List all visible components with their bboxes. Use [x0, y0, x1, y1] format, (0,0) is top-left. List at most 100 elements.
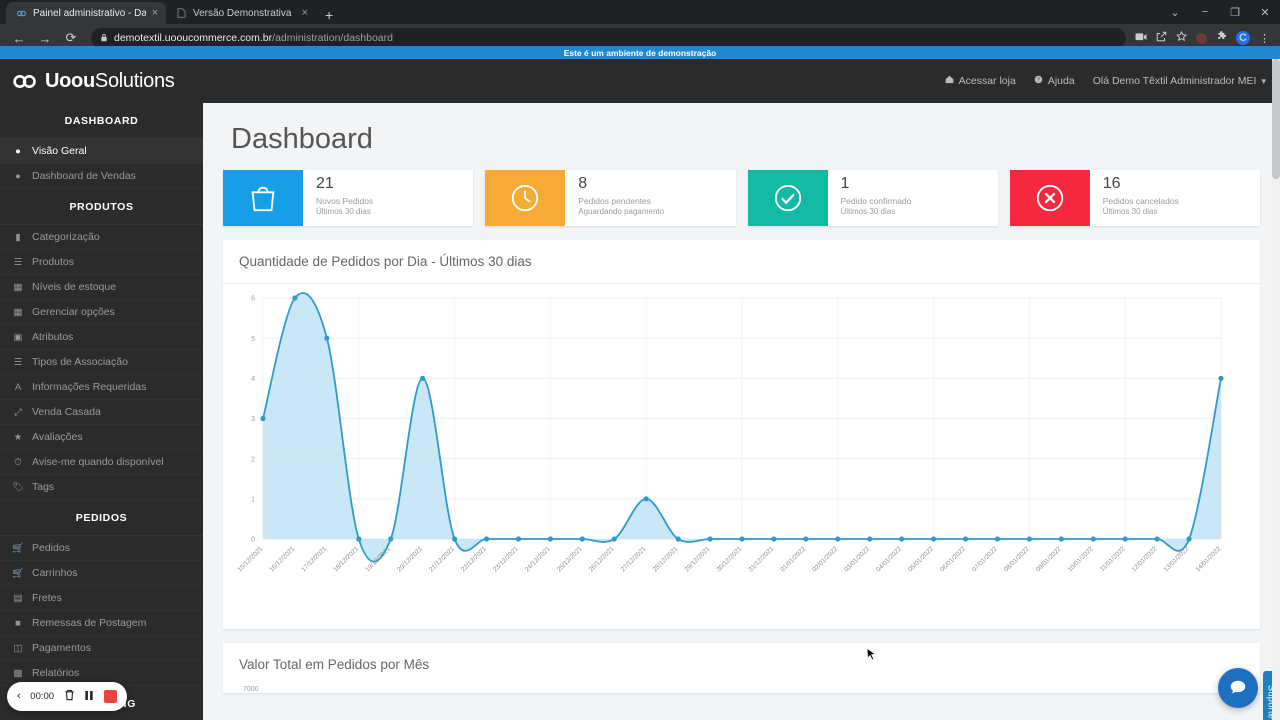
- chart-point[interactable]: [356, 536, 362, 542]
- chart-point[interactable]: [994, 536, 1001, 542]
- chart-point[interactable]: [292, 295, 298, 301]
- chart-point[interactable]: [1186, 536, 1192, 542]
- chart-point[interactable]: [835, 536, 841, 542]
- maximize-icon[interactable]: ❐: [1230, 6, 1240, 19]
- chart-point[interactable]: [420, 375, 426, 381]
- new-tab-button[interactable]: +: [325, 7, 334, 23]
- chart-point[interactable]: [771, 536, 777, 542]
- chart-point[interactable]: [579, 536, 585, 542]
- chart-point[interactable]: [707, 536, 713, 542]
- tab-close-icon[interactable]: ×: [301, 6, 308, 19]
- bookmark-star-icon[interactable]: [1176, 30, 1187, 45]
- sidebar-item-avise-me[interactable]: ⏱ Avise-me quando disponível: [0, 450, 203, 475]
- sidebar-item-pagamentos[interactable]: ◫ Pagamentos: [0, 636, 203, 661]
- sidebar-item-venda-casada[interactable]: ⤢ Venda Casada: [0, 400, 203, 425]
- chart-point[interactable]: [452, 536, 458, 542]
- toolbar-icons: C ⋮: [1135, 30, 1272, 45]
- monthly-total-panel: Valor Total em Pedidos por Mês 7000: [223, 643, 1260, 693]
- chart-point[interactable]: [1090, 536, 1096, 542]
- stat-card-pedido-confirmado[interactable]: 1 Pedido confirmado Últimos 30 dias: [747, 170, 998, 226]
- browser-tab-2[interactable]: Versão Demonstrativa ×: [166, 2, 316, 24]
- sidebar-item-categorizacao[interactable]: ▮ Categorização: [0, 225, 203, 250]
- sidebar-item-label: Relatórios: [32, 667, 80, 679]
- scrollbar-thumb[interactable]: [1272, 59, 1280, 179]
- sidebar-item-remessas-postagem[interactable]: ■ Remessas de Postagem: [0, 611, 203, 636]
- sidebar-item-atributos[interactable]: ▣ Atributos: [0, 325, 203, 350]
- pause-icon[interactable]: [84, 690, 94, 704]
- tab-close-icon[interactable]: ×: [151, 6, 158, 19]
- app-logo[interactable]: UoouSolutions: [12, 70, 175, 93]
- header-link-label: Ajuda: [1047, 75, 1075, 87]
- stat-card-pedidos-pendentes[interactable]: 8 Pedidos pendentes Aguardando pagamento: [485, 170, 736, 226]
- x-axis-tick: 15/12/2021: [236, 545, 264, 573]
- chart-point[interactable]: [899, 536, 905, 542]
- y-axis-tick: 6: [251, 296, 255, 303]
- truck-icon: ▤: [13, 592, 23, 604]
- chat-bubble-icon[interactable]: [1218, 668, 1258, 708]
- chart-point[interactable]: [675, 536, 681, 542]
- sidebar-item-label: Remessas de Postagem: [32, 617, 147, 629]
- chart-point[interactable]: [515, 536, 522, 542]
- header-link-help[interactable]: ? Ajuda: [1034, 75, 1075, 87]
- chart-point[interactable]: [643, 496, 649, 502]
- tab-search-icon[interactable]: ⌄: [1170, 6, 1180, 19]
- stat-number: 21: [316, 175, 334, 192]
- support-tab-label: Suporte: [1267, 685, 1277, 719]
- media-cast-icon[interactable]: [1135, 32, 1147, 45]
- stat-card-novos-pedidos[interactable]: 21 Novos Pedidos Últimos 30 dias: [223, 170, 474, 226]
- profile-avatar[interactable]: C: [1236, 31, 1250, 45]
- chart-point[interactable]: [1218, 375, 1224, 381]
- sidebar-item-avaliacoes[interactable]: ★ Avaliações: [0, 425, 203, 450]
- chart-point[interactable]: [739, 536, 745, 542]
- chart-point[interactable]: [1026, 536, 1032, 542]
- reload-icon[interactable]: ⟳: [65, 30, 77, 45]
- stop-icon[interactable]: [103, 690, 117, 703]
- close-window-icon[interactable]: ✕: [1260, 6, 1270, 19]
- header-link-store[interactable]: Acessar loja: [945, 75, 1016, 87]
- sidebar-section-produtos: PRODUTOS: [0, 189, 203, 225]
- stat-card-pedidos-cancelados[interactable]: 16 Pedidos cancelados Últimos 30 dias: [1009, 170, 1260, 226]
- browser-tab-active[interactable]: Painel administrativo - Dashboar ×: [6, 2, 166, 24]
- chart-point[interactable]: [1154, 536, 1160, 542]
- sidebar-item-gerenciar-opcoes[interactable]: ▦ Gerenciar opções: [0, 300, 203, 325]
- sidebar-item-tipos-associacao[interactable]: ☰ Tipos de Associação: [0, 350, 203, 375]
- tab-title: Painel administrativo - Dashboar: [33, 7, 146, 19]
- sidebar-item-niveis-estoque[interactable]: ▦ Níveis de estoque: [0, 275, 203, 300]
- address-bar[interactable]: demotextil.uooucommerce.com.br/administr…: [91, 28, 1126, 48]
- extensions-puzzle-icon[interactable]: [1216, 31, 1227, 45]
- sidebar-item-dashboard-vendas[interactable]: ● Dashboard de Vendas: [0, 164, 203, 189]
- chart-point[interactable]: [962, 536, 969, 542]
- chart-point[interactable]: [1122, 536, 1128, 542]
- sidebar-item-informacoes-requeridas[interactable]: A Informações Requeridas: [0, 375, 203, 400]
- user-menu[interactable]: Olá Demo Têxtil Administrador MEI ▾: [1093, 75, 1266, 87]
- browser-menu-icon[interactable]: ⋮: [1259, 32, 1270, 45]
- chart-point[interactable]: [260, 415, 266, 422]
- chart-point[interactable]: [1058, 536, 1064, 542]
- back-icon[interactable]: ←: [12, 30, 26, 46]
- chart-point[interactable]: [803, 536, 809, 542]
- sidebar-item-fretes[interactable]: ▤ Fretes: [0, 586, 203, 611]
- x-axis-tick: 14/01/2022: [1194, 545, 1222, 573]
- chart-point[interactable]: [388, 536, 394, 542]
- orders-per-day-chart[interactable]: 0 1 2 3 4 5 6 15/12/2021 16/12/2021 17/12/2021 18/…: [223, 284, 1260, 629]
- star-icon: ★: [13, 431, 23, 443]
- chart-point[interactable]: [611, 536, 617, 542]
- page-scrollbar[interactable]: [1272, 59, 1280, 720]
- extension-dot-icon[interactable]: [1196, 32, 1207, 44]
- sidebar-item-pedidos[interactable]: 🛒 Pedidos: [0, 536, 203, 561]
- sidebar-item-label: Tags: [32, 481, 55, 493]
- chart-point[interactable]: [324, 335, 330, 341]
- sidebar-item-carrinhos[interactable]: 🛒 Carrinhos: [0, 561, 203, 586]
- chart-point[interactable]: [483, 536, 490, 542]
- share-icon[interactable]: [1156, 31, 1167, 45]
- sidebar-item-tags[interactable]: 🏷 Tags: [0, 475, 203, 500]
- minimize-icon[interactable]: −: [1201, 6, 1209, 18]
- chart-point[interactable]: [931, 536, 937, 542]
- trash-icon[interactable]: [64, 689, 75, 704]
- sidebar-item-produtos[interactable]: ☰ Produtos: [0, 250, 203, 275]
- recorder-back-icon[interactable]: ‹: [17, 690, 21, 702]
- forward-icon[interactable]: →: [38, 30, 52, 46]
- chart-point[interactable]: [867, 536, 873, 542]
- chart-point[interactable]: [547, 536, 553, 542]
- sidebar-item-visao-geral[interactable]: ● Visão Geral: [0, 139, 203, 164]
